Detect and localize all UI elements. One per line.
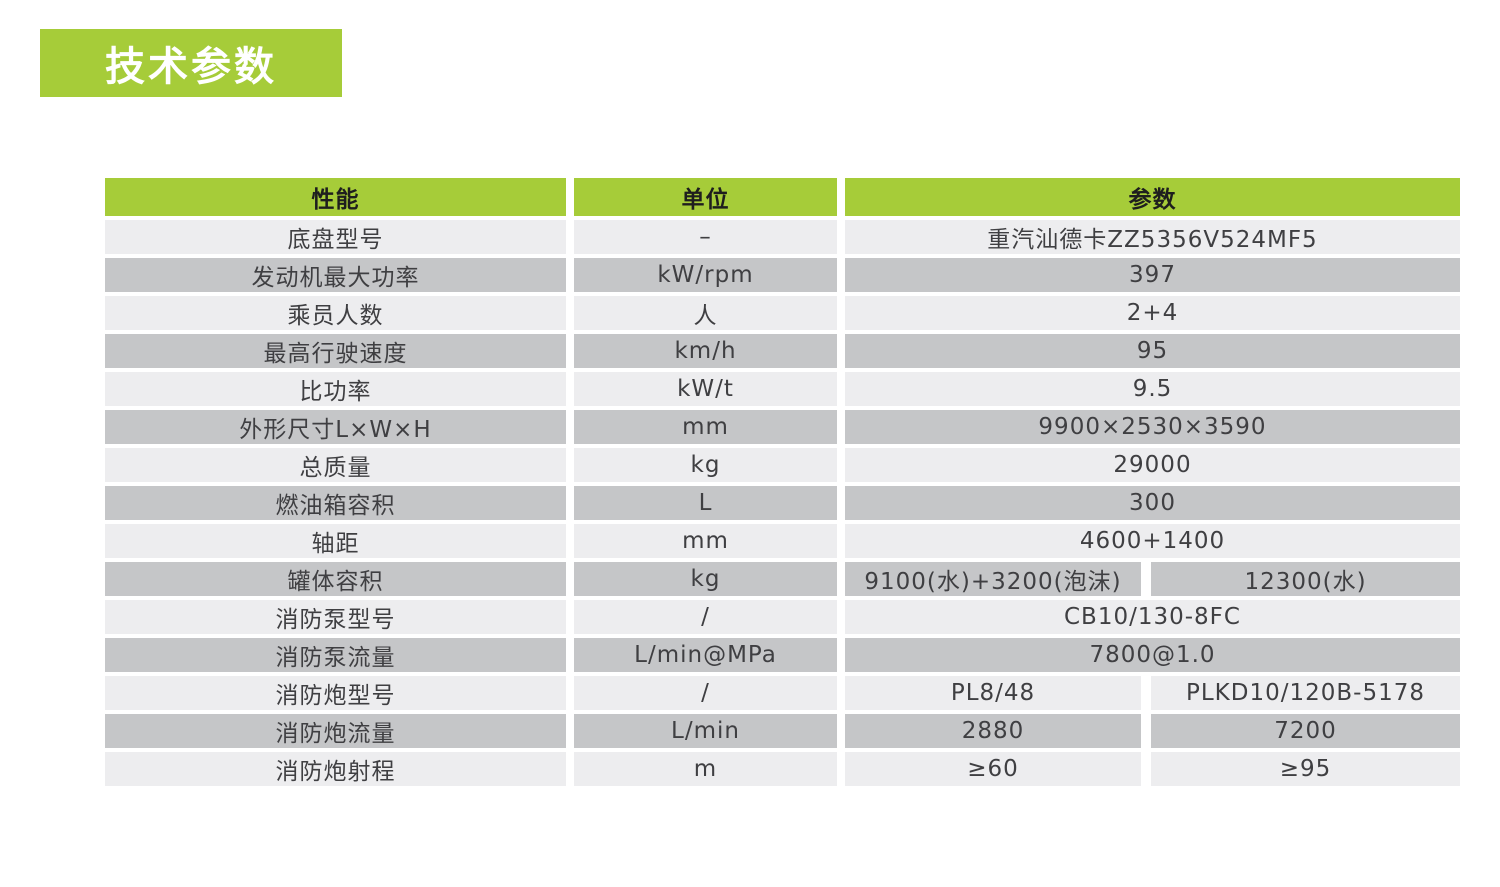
- row-label: 消防泵流量: [105, 634, 566, 672]
- row-value: 95: [837, 330, 1460, 368]
- row-value-left: 9100(水)+3200(泡沫): [837, 558, 1141, 596]
- row-label: 乘员人数: [105, 292, 566, 330]
- row-unit: /: [566, 672, 837, 710]
- table-row-fire-pump-model: 消防泵型号 / CB10/130-8FC: [105, 596, 1460, 634]
- row-value-right: 7200: [1141, 710, 1460, 748]
- table-row-fire-pump-flow: 消防泵流量 L/min@MPa 7800@1.0: [105, 634, 1460, 672]
- row-unit: m: [566, 748, 837, 786]
- table-row-fire-monitor-model: 消防炮型号 / PL8/48 PLKD10/120B-5178: [105, 672, 1460, 710]
- row-value: 7800@1.0: [837, 634, 1460, 672]
- row-label: 消防炮流量: [105, 710, 566, 748]
- header-unit: 单位: [566, 178, 837, 216]
- header-performance: 性能: [105, 178, 566, 216]
- table-header-row: 性能 单位 参数: [105, 178, 1460, 216]
- row-unit: L: [566, 482, 837, 520]
- row-unit: /: [566, 596, 837, 634]
- row-label: 发动机最大功率: [105, 254, 566, 292]
- row-unit: kg: [566, 444, 837, 482]
- row-label: 比功率: [105, 368, 566, 406]
- row-value-left: 2880: [837, 710, 1141, 748]
- row-unit: –: [566, 216, 837, 254]
- row-value: 2+4: [837, 292, 1460, 330]
- table-row-chassis-model: 底盘型号 – 重汽汕德卡ZZ5356V524MF5: [105, 216, 1460, 254]
- table-row-engine-max-power: 发动机最大功率 kW/rpm 397: [105, 254, 1460, 292]
- row-value: CB10/130-8FC: [837, 596, 1460, 634]
- row-label: 底盘型号: [105, 216, 566, 254]
- row-value: 9.5: [837, 368, 1460, 406]
- row-label: 总质量: [105, 444, 566, 482]
- row-value: 29000: [837, 444, 1460, 482]
- row-label: 最高行驶速度: [105, 330, 566, 368]
- spec-table: 性能 单位 参数 底盘型号 – 重汽汕德卡ZZ5356V524MF5 发动机最大…: [105, 178, 1460, 786]
- row-value: 397: [837, 254, 1460, 292]
- row-value-left: PL8/48: [837, 672, 1141, 710]
- header-parameter: 参数: [837, 178, 1460, 216]
- table-row-specific-power: 比功率 kW/t 9.5: [105, 368, 1460, 406]
- table-row-tank-capacity: 罐体容积 kg 9100(水)+3200(泡沫) 12300(水): [105, 558, 1460, 596]
- row-value: 4600+1400: [837, 520, 1460, 558]
- row-value-right: ≥95: [1141, 748, 1460, 786]
- row-value-right: 12300(水): [1141, 558, 1460, 596]
- row-unit: mm: [566, 406, 837, 444]
- row-label: 轴距: [105, 520, 566, 558]
- row-label: 燃油箱容积: [105, 482, 566, 520]
- row-label: 消防炮射程: [105, 748, 566, 786]
- row-value-right: PLKD10/120B-5178: [1141, 672, 1460, 710]
- row-label: 消防泵型号: [105, 596, 566, 634]
- row-unit: L/min@MPa: [566, 634, 837, 672]
- section-title-banner: 技术参数: [40, 29, 342, 97]
- row-unit: kg: [566, 558, 837, 596]
- row-unit: kW/rpm: [566, 254, 837, 292]
- row-unit: L/min: [566, 710, 837, 748]
- table-row-crew-number: 乘员人数 人 2+4: [105, 292, 1460, 330]
- row-value-left: ≥60: [837, 748, 1141, 786]
- row-value: 重汽汕德卡ZZ5356V524MF5: [837, 216, 1460, 254]
- row-unit: kW/t: [566, 368, 837, 406]
- row-unit: km/h: [566, 330, 837, 368]
- table-row-fire-monitor-flow: 消防炮流量 L/min 2880 7200: [105, 710, 1460, 748]
- table-row-overall-dimensions: 外形尺寸L×W×H mm 9900×2530×3590: [105, 406, 1460, 444]
- row-label: 消防炮型号: [105, 672, 566, 710]
- row-label: 外形尺寸L×W×H: [105, 406, 566, 444]
- row-unit: mm: [566, 520, 837, 558]
- table-row-fuel-tank-capacity: 燃油箱容积 L 300: [105, 482, 1460, 520]
- row-value: 300: [837, 482, 1460, 520]
- row-value: 9900×2530×3590: [837, 406, 1460, 444]
- table-row-wheelbase: 轴距 mm 4600+1400: [105, 520, 1460, 558]
- section-title: 技术参数: [105, 44, 277, 90]
- row-label: 罐体容积: [105, 558, 566, 596]
- table-row-gross-weight: 总质量 kg 29000: [105, 444, 1460, 482]
- table-row-fire-monitor-range: 消防炮射程 m ≥60 ≥95: [105, 748, 1460, 786]
- table-row-max-speed: 最高行驶速度 km/h 95: [105, 330, 1460, 368]
- row-unit: 人: [566, 292, 837, 330]
